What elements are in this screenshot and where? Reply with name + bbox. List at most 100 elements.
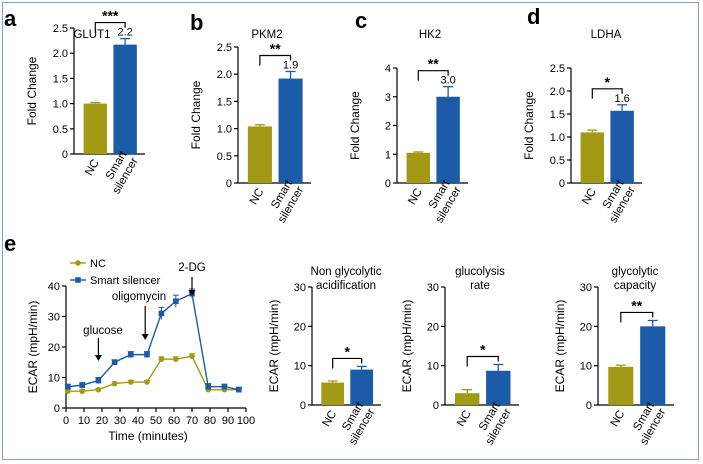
panel-a: a GLUT1 0 0.5 1.0 1.5 2.0 2.5 Fold Change 2.2 *** N… xyxy=(4,6,145,196)
data-point-smart-silencer xyxy=(158,310,165,317)
panel-letter: e xyxy=(4,231,16,256)
y-axis-label: ECAR (mpH/min) xyxy=(400,300,414,393)
category-label: Smartsilencer xyxy=(596,178,638,226)
y-axis-label: ECAR (mpH/min) xyxy=(267,300,281,393)
category-label: Smartsilencer xyxy=(99,149,141,197)
legend-marker-smart-silencer xyxy=(75,277,81,283)
data-point-nc xyxy=(79,388,85,395)
annotation-arrowhead xyxy=(94,355,102,361)
chart-title: glycolytic xyxy=(612,266,659,278)
bar-nc xyxy=(608,366,634,405)
category-label: NC xyxy=(455,409,474,429)
x-tick-label: 50 xyxy=(150,415,162,427)
bar-nc xyxy=(454,393,480,405)
significance-marker: *** xyxy=(102,8,119,24)
panel-e2: Non glycolytic acidification 0 10 20 30 ECAR (… xyxy=(267,266,382,447)
x-tick-label: 80 xyxy=(204,415,216,427)
x-tick-label: 60 xyxy=(168,415,180,427)
y-tick-label: 1.5 xyxy=(217,96,232,108)
y-tick-label: 0 xyxy=(54,403,60,415)
annotation-label: glucose xyxy=(83,325,123,337)
y-tick-label: 1.5 xyxy=(550,109,565,121)
data-point-smart-silencer xyxy=(65,383,71,390)
data-point-nc xyxy=(95,386,102,393)
significance-bracket xyxy=(332,357,363,369)
bar-smart-silencer xyxy=(350,369,374,405)
y-tick-label: 2 xyxy=(385,121,391,133)
y-axis-label: Fold Change xyxy=(348,91,362,160)
value-label: 3.0 xyxy=(440,75,455,87)
bar-nc xyxy=(580,132,605,183)
bar-smart-silencer xyxy=(436,96,460,183)
value-label: 1.6 xyxy=(614,93,629,105)
bar-smart-silencer xyxy=(486,370,511,405)
category-label: NC xyxy=(321,409,340,429)
bar-nc xyxy=(83,103,108,154)
y-tick-label: 40 xyxy=(48,281,60,293)
y-tick-label: 3 xyxy=(385,92,391,104)
data-point-nc xyxy=(173,356,179,363)
significance-bracket xyxy=(94,21,126,33)
bar-smart-silencer xyxy=(610,110,634,183)
category-label: NC xyxy=(248,187,267,207)
panel-e: e 0 10 20 30 40 0 10 20 30 40 50 60 70 80 90 100 Time (mi… xyxy=(4,231,255,443)
bar-nc xyxy=(321,382,345,405)
y-tick-label: 30 xyxy=(48,312,60,324)
y-axis-label: Fold Change xyxy=(25,56,39,125)
y-tick-label: 2.0 xyxy=(53,48,68,60)
y-tick-label: 2.5 xyxy=(53,23,68,35)
bar-smart-silencer xyxy=(278,78,303,183)
y-tick-label: 0 xyxy=(62,149,68,161)
y-axis-label: ECAR (mpH/min) xyxy=(553,300,567,393)
bar-smart-silencer xyxy=(640,326,666,405)
category-label: NC xyxy=(609,409,628,429)
panel-e4: glycolytic capacity 0 10 20 30 ECAR (mpH/min) *… xyxy=(553,266,674,447)
category-label: NC xyxy=(580,187,599,207)
chart-title: Non glycolytic xyxy=(311,266,382,278)
panel-letter: a xyxy=(4,6,17,31)
y-tick-label: 30 xyxy=(294,282,306,294)
y-tick-label: 2.0 xyxy=(550,86,565,98)
y-tick-label: 0 xyxy=(559,178,565,190)
legend-label: NC xyxy=(90,258,106,270)
annotation-arrowhead xyxy=(141,334,149,340)
chart-title: GLUT1 xyxy=(73,29,110,41)
data-point-smart-silencer xyxy=(236,386,242,393)
y-tick-label: 10 xyxy=(427,361,439,373)
category-label: Smartsilencer xyxy=(627,400,669,448)
significance-bracket xyxy=(591,88,623,99)
chart-title: rate xyxy=(470,280,490,292)
y-axis-label: Fold Change xyxy=(522,91,536,160)
panel-letter: b xyxy=(190,10,203,35)
y-tick-label: 30 xyxy=(427,282,439,294)
y-tick-label: 0.5 xyxy=(53,124,68,136)
significance-bracket xyxy=(417,70,449,81)
data-point-smart-silencer xyxy=(79,382,85,388)
significance-marker: ** xyxy=(270,40,281,56)
y-axis-label: Fold Change xyxy=(189,80,203,149)
y-tick-label: 1.0 xyxy=(550,132,565,144)
data-point-smart-silencer xyxy=(173,298,179,305)
significance-marker: * xyxy=(344,343,350,359)
y-tick-label: 1.0 xyxy=(217,124,232,136)
annotation-label: 2-DG xyxy=(178,262,206,274)
significance-marker: * xyxy=(604,74,610,90)
x-tick-label: 70 xyxy=(186,415,198,427)
y-tick-label: 20 xyxy=(427,321,439,333)
y-tick-label: 20 xyxy=(294,321,306,333)
x-axis-label: Time (minutes) xyxy=(108,429,188,443)
data-point-smart-silencer xyxy=(221,383,228,390)
y-tick-label: 2.5 xyxy=(550,63,565,75)
data-point-smart-silencer xyxy=(128,351,134,358)
panel-e3: glucolysis rate 0 10 20 30 ECAR (mpH/min) * NC Sm… xyxy=(400,266,519,447)
y-tick-label: 1 xyxy=(385,149,391,161)
significance-marker: ** xyxy=(631,297,642,313)
y-tick-label: 1.0 xyxy=(53,99,68,111)
panel-letter: c xyxy=(355,8,367,33)
y-tick-label: 20 xyxy=(580,321,592,333)
y-tick-label: 0 xyxy=(300,400,306,412)
significance-marker: * xyxy=(480,341,486,357)
significance-marker: ** xyxy=(428,56,439,72)
data-point-nc xyxy=(111,380,118,387)
annotation-label: oligomycin xyxy=(112,291,166,303)
